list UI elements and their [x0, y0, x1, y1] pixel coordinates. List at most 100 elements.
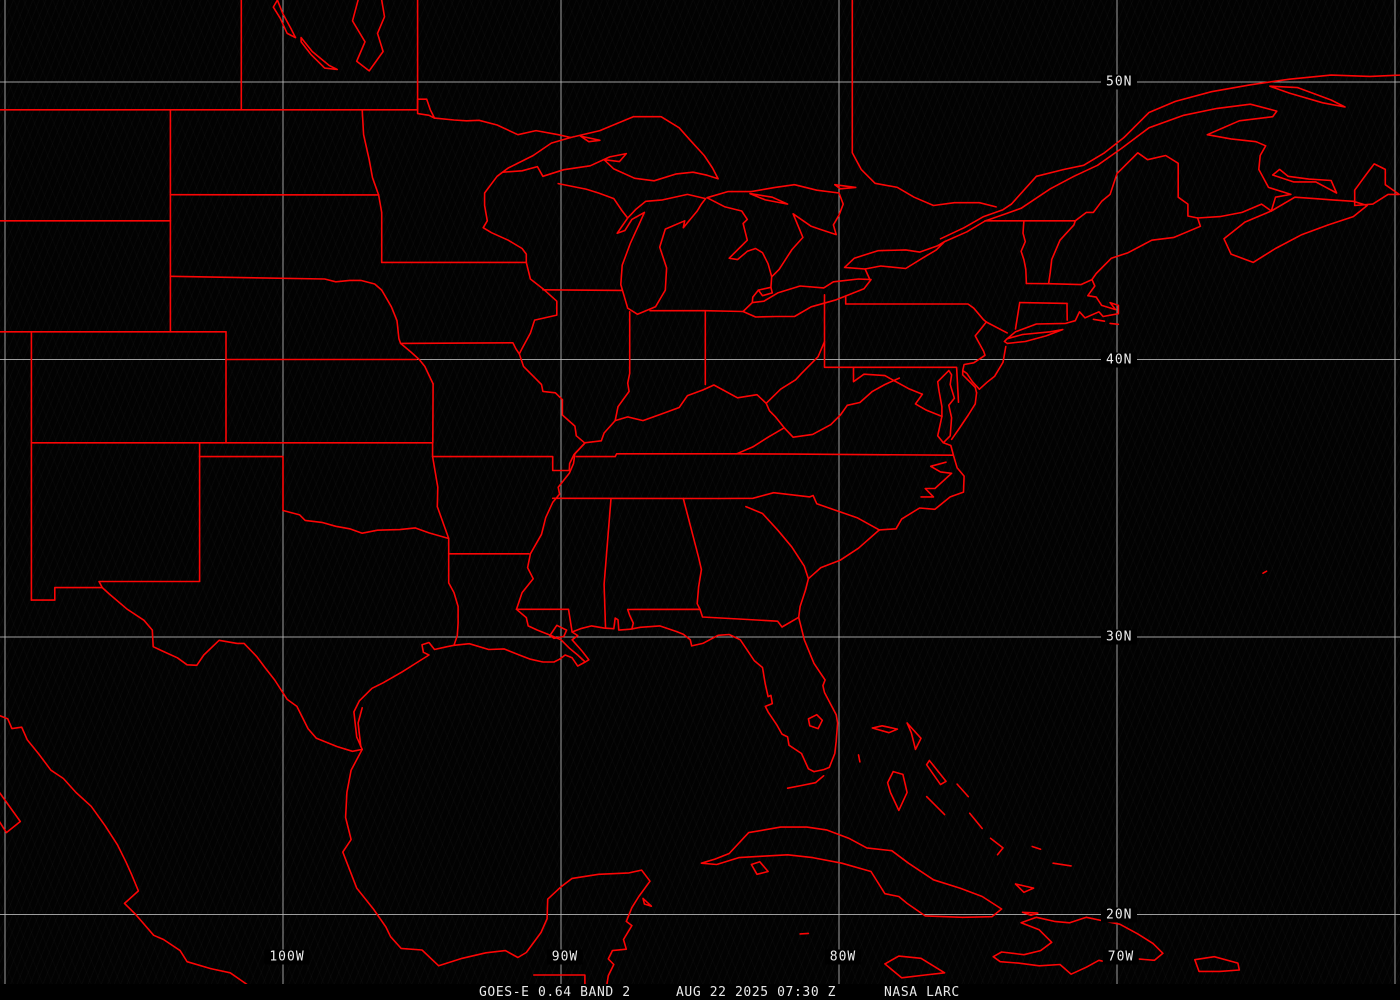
map-feature-nantucket	[1109, 322, 1120, 326]
map-feature-cape-breton-island	[1353, 163, 1400, 207]
map-feature-delaware-bay	[961, 369, 981, 394]
map-feature-bimini	[857, 754, 861, 763]
map-feature-lake-pontchartrain	[549, 624, 568, 640]
map-feature-lake-huron-georgian-bay	[706, 183, 845, 278]
map-feature-padre-island	[357, 706, 364, 748]
map-feature-bermuda	[1262, 570, 1268, 575]
map-feature-florida-gulf-coast	[629, 625, 815, 773]
map-feature-rio-grande-border	[101, 586, 364, 753]
map-feature-cat-island	[956, 783, 970, 798]
map-feature-new-mexico-mexico-border	[30, 586, 104, 601]
map-feature-florida-north-border	[626, 608, 800, 628]
map-feature-lake-st-clair	[757, 286, 774, 297]
map-feature-red-river-of-the-north	[361, 109, 380, 196]
map-feature-pennsylvania-west-south-border	[823, 293, 957, 369]
map-feature-massachusetts-south-border	[1018, 301, 1068, 305]
map-feature-long-island-bahamas	[968, 812, 984, 830]
map-feature-new-brunswick-fundy-coast	[1196, 193, 1292, 219]
map-feature-carolina-georgia-coast	[797, 529, 881, 619]
map-feature-mississippi-louisiana-31n-pearl	[515, 608, 573, 633]
map-feature-lake-ontario	[843, 240, 946, 270]
map-feature-upper-mississippi-river	[518, 261, 586, 444]
map-feature-virginia-carolina-coast	[878, 441, 965, 531]
map-feature-florida-alabama-west-border	[626, 608, 635, 630]
map-feature-illinois-indiana-border	[614, 310, 631, 422]
map-feature-st-lawrence-north-shore	[1010, 74, 1400, 205]
map-feature-lake-erie	[742, 278, 872, 318]
map-feature-new-jersey-new-york-border	[985, 321, 1009, 334]
map-feature-new-england-coast	[1006, 278, 1120, 340]
map-feature-massachusetts-north-border	[1025, 278, 1093, 286]
map-feature-south-dakota-nebraska-border	[169, 275, 383, 291]
map-feature-nova-scotia	[1223, 196, 1368, 264]
map-feature-great-inagua	[1014, 883, 1035, 894]
map-feature-new-mexico-103-border	[98, 441, 201, 589]
map-feature-new-york-vermont-border	[1020, 220, 1028, 285]
map-feature-isla-de-la-juventud	[750, 860, 769, 876]
map-feature-new-jersey-coast	[978, 345, 1007, 391]
map-feature-niagara-river	[864, 268, 871, 280]
map-feature-texas-louisiana-border	[447, 537, 459, 647]
map-feature-alabama-georgia-border	[682, 497, 703, 611]
map-feature-st-lawrence-river-north-bank	[939, 203, 1013, 240]
map-feature-delaware-maryland-border	[955, 366, 960, 404]
map-feature-arkansas-missouri-border	[431, 442, 586, 472]
map-feature-mexico-gulf-coast-yucatan	[341, 748, 651, 986]
map-feature-marthas-vineyard	[1092, 318, 1106, 323]
map-feature-lake-nipissing	[833, 183, 857, 190]
map-feature-west-virginia-virginia-border	[783, 377, 901, 439]
map-feature-texas-coast	[353, 641, 455, 751]
map-feature-puerto-rico	[1194, 955, 1241, 973]
map-feature-grand-cayman	[799, 932, 810, 935]
map-feature-kentucky-virginia-ridge	[735, 402, 786, 455]
map-feature-jamaica	[884, 955, 946, 979]
map-feature-crooked-acklins	[989, 837, 1004, 856]
map-feature-minnesota-dakota-border	[377, 194, 383, 264]
map-feature-lake-superior	[501, 115, 719, 182]
map-feature-delmarva-atlantic-coast	[950, 391, 978, 441]
map-feature-cozumel-island	[642, 897, 653, 908]
map-feature-maine-quebec-border	[1074, 152, 1199, 222]
map-feature-savannah-river-border	[745, 505, 810, 580]
map-feature-mexico-pacific-coast	[0, 714, 248, 986]
map-feature-grand-bahama	[871, 724, 899, 734]
map-feature-new-york-pennsylvania-border	[844, 295, 988, 323]
map-feature-florida-keys	[786, 774, 825, 790]
map-feature-michigan-ohio-indiana-border	[649, 309, 744, 313]
map-feature-lake-winnipeg	[351, 0, 386, 72]
map-feature-st-lawrence-river-south-bank	[943, 207, 1022, 243]
map-feature-kentucky-virginia-36-5-line	[575, 452, 954, 458]
map-feature-lake-of-the-woods	[416, 98, 436, 119]
map-feature-exuma-chain	[925, 795, 946, 816]
map-feature-abaco-island	[906, 722, 922, 751]
map-feature-alabama-mississippi-border	[603, 497, 612, 629]
map-feature-wisconsin-minnesota-border	[482, 171, 528, 264]
map-feature-lower-mississippi-river	[515, 442, 586, 611]
map-feature-mexico-guatemala-border	[532, 974, 586, 987]
caption-product: GOES-E 0.64 BAND 2	[479, 985, 631, 1000]
map-feature-delaware-river	[961, 321, 988, 372]
map-feature-new-york-connecticut-border	[1014, 301, 1021, 330]
map-feature-iowa-missouri-border	[399, 341, 521, 355]
map-feature-wisconsin-michigan-border	[557, 182, 629, 219]
map-feature-florida-atlantic-coast	[797, 616, 839, 773]
map-feature-prince-edward-island	[1271, 168, 1338, 194]
map-feature-isle-royale	[579, 135, 601, 143]
map-feature-lake-okeechobee	[807, 713, 824, 730]
map-feature-north-south-carolina-border	[718, 491, 881, 531]
map-feature-hispaniola	[992, 916, 1164, 976]
map-feature-wisconsin-illinois-border	[542, 288, 624, 292]
caption-bar: GOES-E 0.64 BAND 2 AUG 22 2025 07:30 Z NAS…	[0, 984, 1400, 1000]
map-feature-border-lakes-chain	[433, 117, 572, 139]
map-feature-andros-island	[886, 770, 908, 812]
map-feature-turks-and-caicos	[1052, 862, 1072, 867]
map-feature-maine-coast	[1091, 217, 1202, 281]
map-feature-cuba	[700, 826, 1003, 919]
map-feature-missouri-river-nebraska-iowa	[380, 289, 434, 385]
map-feature-ontario-quebec-border	[851, 0, 997, 208]
map-feature-manitoulin-island	[749, 192, 789, 205]
caption-credit: NASA LARC	[884, 985, 960, 1000]
